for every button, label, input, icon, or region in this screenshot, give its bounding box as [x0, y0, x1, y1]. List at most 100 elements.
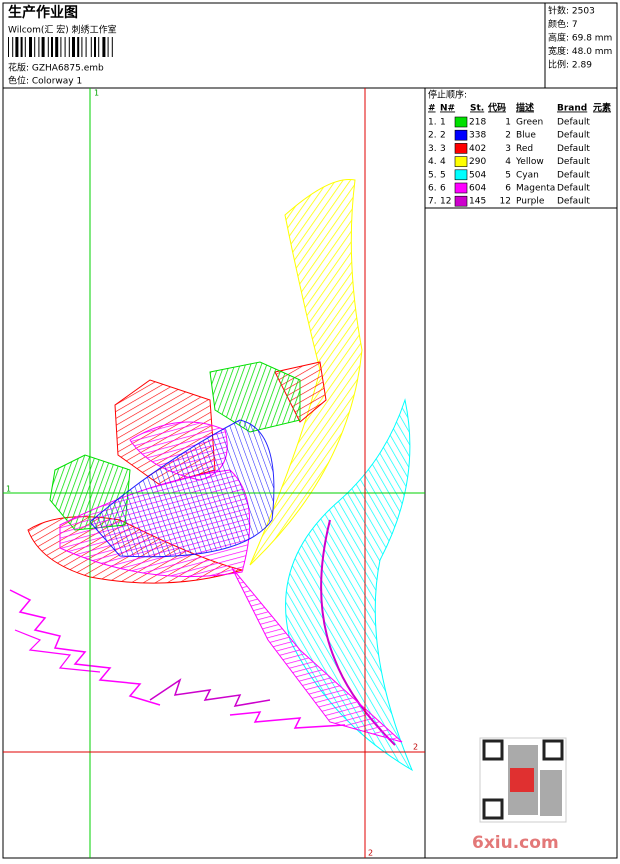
- barcode-bar: [38, 37, 40, 57]
- title: 生产作业图: [8, 4, 78, 21]
- needle: 6: [440, 184, 446, 194]
- color-description: Cyan: [516, 170, 539, 180]
- barcode: [8, 37, 113, 57]
- barcode-bar: [85, 37, 87, 57]
- color-code: 5: [505, 170, 511, 180]
- color-swatch: [454, 195, 468, 207]
- barcode-bar: [29, 37, 32, 57]
- barcode-bar: [20, 37, 23, 57]
- color-description: Purple: [516, 197, 545, 207]
- brand: Default: [557, 118, 590, 128]
- color-swatch: [454, 143, 468, 154]
- barcode-bar: [111, 37, 113, 57]
- column-header: 元素: [593, 102, 611, 114]
- barcode-bar: [34, 37, 36, 57]
- barcode-bar: [55, 37, 59, 57]
- colorway: 色位: Colorway 1: [8, 75, 82, 87]
- row-number: 3.: [428, 144, 437, 154]
- stitch-count: 504: [469, 170, 486, 180]
- column-header: #: [428, 104, 436, 114]
- barcode-bar: [68, 37, 70, 57]
- guide-label: 1: [94, 89, 99, 98]
- barcode-bar: [107, 37, 109, 57]
- brand: Default: [557, 131, 590, 141]
- barcode-bar: [98, 37, 100, 57]
- color-swatch: [454, 156, 468, 167]
- watermark: 6xiu.com: [472, 833, 559, 853]
- color-code: 12: [500, 197, 511, 207]
- color-description: Yellow: [515, 157, 544, 167]
- color-code: 4: [505, 157, 511, 167]
- color-description: Blue: [516, 131, 536, 141]
- color-code: 6: [505, 184, 511, 194]
- color-description: Magenta: [516, 184, 555, 194]
- column-header: 描述: [516, 102, 534, 114]
- row-number: 6.: [428, 184, 437, 194]
- table-title: 停止顺序:: [428, 89, 467, 101]
- color-code: 3: [505, 144, 511, 154]
- color-code: 1: [505, 118, 511, 128]
- stitch-count: 290: [469, 157, 486, 167]
- embroidery-design: [9, 178, 414, 772]
- barcode-bar: [24, 37, 26, 57]
- brand: Default: [557, 197, 590, 207]
- info-line: 颜色: 7: [548, 18, 578, 30]
- color-description: Red: [516, 144, 533, 154]
- barcode-bar: [81, 37, 83, 57]
- row-number: 1.: [428, 118, 437, 128]
- column-header: St.: [470, 104, 484, 114]
- needle: 12: [440, 197, 451, 207]
- barcode-bar: [47, 37, 49, 57]
- row-number: 7.: [428, 197, 437, 207]
- color-swatch: [454, 169, 468, 181]
- barcode-bar: [72, 37, 75, 57]
- barcode-bar: [94, 37, 96, 57]
- row-number: 2.: [428, 131, 437, 141]
- guide-label: 2: [413, 743, 418, 752]
- color-swatch: [454, 129, 468, 141]
- barcode-bar: [8, 37, 9, 57]
- stitch-count: 145: [469, 197, 486, 207]
- brand: Default: [557, 184, 590, 194]
- stitch-count: 604: [469, 184, 486, 194]
- color-swatch: [454, 182, 468, 194]
- row-number: 4.: [428, 157, 437, 167]
- brand: Default: [557, 170, 590, 180]
- column-header: Brand: [557, 104, 587, 114]
- needle: 2: [440, 131, 446, 141]
- color-swatch: [454, 116, 468, 128]
- brand: Default: [557, 157, 590, 167]
- design-file: 花版: GZHA6875.emb: [8, 62, 104, 74]
- color-code: 2: [505, 131, 511, 141]
- needle: 1: [440, 118, 446, 128]
- barcode-bar: [41, 37, 45, 57]
- barcode-bar: [77, 37, 80, 57]
- info-line: 宽度: 48.0 mm: [548, 45, 612, 57]
- info-line: 针数: 2503: [548, 5, 595, 17]
- barcode-bar: [12, 37, 14, 57]
- qr-code: [479, 737, 567, 823]
- barcode-bar: [90, 37, 92, 57]
- barcode-bar: [60, 37, 62, 57]
- studio: Wilcom(汇 宏) 刺绣工作室: [8, 24, 117, 36]
- needle: 5: [440, 170, 446, 180]
- stitch-count: 402: [469, 144, 486, 154]
- brand: Default: [557, 144, 590, 154]
- barcode-bar: [51, 37, 53, 57]
- row-number: 5.: [428, 170, 437, 180]
- stitch-count: 338: [469, 131, 486, 141]
- stitch-count: 218: [469, 118, 486, 128]
- barcode-bar: [15, 37, 19, 57]
- info-line: 比例: 2.89: [548, 59, 592, 71]
- barcode-bar: [64, 37, 66, 57]
- column-header: N#: [440, 104, 455, 114]
- color-description: Green: [516, 118, 543, 128]
- info-line: 高度: 69.8 mm: [548, 32, 612, 44]
- column-header: 代码: [487, 102, 506, 114]
- needle: 4: [440, 157, 446, 167]
- needle: 3: [440, 144, 446, 154]
- guide-label: 1: [6, 485, 11, 494]
- guide-label: 2: [368, 849, 373, 858]
